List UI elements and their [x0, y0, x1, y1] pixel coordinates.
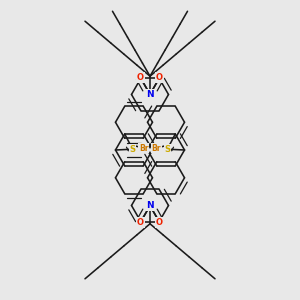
Text: N: N [146, 90, 154, 99]
Text: S: S [164, 145, 170, 154]
Text: Br: Br [152, 144, 161, 153]
Text: O: O [137, 73, 144, 82]
Text: O: O [137, 218, 144, 227]
Text: S: S [130, 145, 136, 154]
Text: O: O [156, 73, 163, 82]
Text: N: N [146, 201, 154, 210]
Text: Br: Br [139, 144, 148, 153]
Text: O: O [156, 218, 163, 227]
